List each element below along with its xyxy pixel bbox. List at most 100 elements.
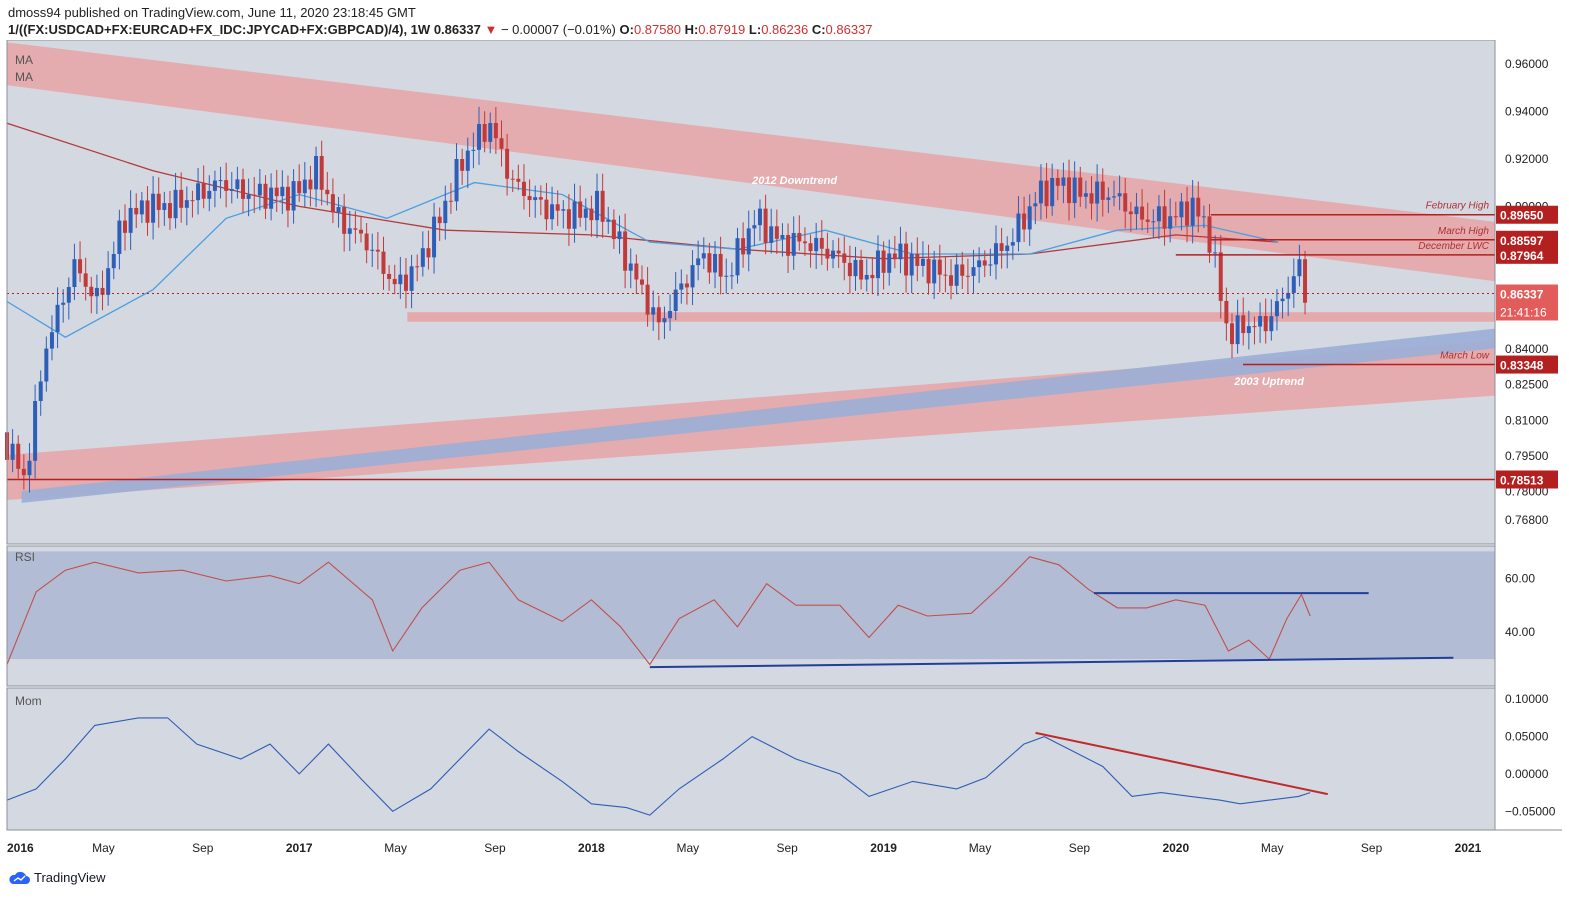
candle-body	[875, 250, 880, 279]
candle-body	[589, 208, 594, 221]
candle-body	[1128, 211, 1133, 215]
candle-body	[926, 258, 931, 284]
candle-body	[741, 238, 746, 255]
candle-body	[134, 207, 139, 215]
candle-body	[212, 180, 217, 191]
candle-body	[16, 443, 21, 469]
time-tick-label: 2016	[7, 841, 34, 855]
bar-countdown: 21:41:16	[1500, 305, 1547, 319]
candle-body	[403, 274, 408, 291]
candle-body	[173, 189, 178, 219]
candle-body	[786, 235, 791, 256]
candle-body	[229, 189, 234, 191]
candle-body	[763, 208, 768, 243]
candle-body	[426, 248, 431, 258]
candle-body	[1044, 180, 1049, 207]
candle-body	[1246, 326, 1251, 334]
candle-body	[218, 180, 223, 182]
tradingview-logo[interactable]: TradingView	[8, 870, 106, 885]
symbol-name[interactable]: 1/((FX:USDCAD+FX:EURCAD+FX_IDC:JPYCAD+FX…	[8, 22, 431, 37]
candle-body	[814, 237, 819, 252]
candle-body	[1269, 316, 1274, 332]
cloud-icon	[9, 871, 30, 884]
candle-body	[381, 251, 386, 274]
candle-body	[44, 348, 49, 382]
candle-body	[1010, 242, 1015, 246]
candle-body	[561, 209, 566, 211]
ma-50-line	[6, 181, 1279, 338]
candle-body	[1072, 177, 1077, 204]
candle-body	[145, 200, 150, 223]
candle-body	[10, 443, 15, 460]
candle-body	[600, 190, 605, 222]
chart-area[interactable]: 0.960000.940000.920000.900000.880000.860…	[0, 40, 1569, 862]
candle-body	[904, 243, 909, 276]
candle-body	[1140, 206, 1145, 220]
price-tick-label: 0.81000	[1505, 413, 1549, 427]
candle-body	[336, 207, 341, 213]
time-tick-label: Sep	[1361, 841, 1383, 855]
candle-body	[1061, 177, 1066, 186]
rsi-band	[7, 551, 1495, 660]
candle-body	[1162, 206, 1167, 229]
time-tick-label: Sep	[484, 841, 506, 855]
rsi-indicator-label: RSI	[15, 550, 35, 564]
candle-body	[499, 138, 504, 149]
level-price-tag	[1496, 230, 1558, 249]
time-tick-label: May	[92, 841, 115, 855]
open-label: O:	[619, 22, 634, 37]
candle-body	[106, 268, 111, 295]
candle-body	[285, 186, 290, 211]
last-price-label: 0.86337	[1500, 287, 1544, 301]
candle-body	[819, 237, 824, 249]
candle-body	[864, 274, 869, 280]
candle-body	[471, 149, 476, 151]
candle-body	[797, 232, 802, 242]
last-price-tag	[1496, 284, 1558, 321]
level-price-tag	[1496, 245, 1558, 264]
candle-body	[606, 219, 611, 222]
low-value: 0.86236	[761, 22, 809, 37]
candle-body	[550, 204, 555, 220]
candle-body	[167, 203, 172, 219]
candle-body	[1100, 181, 1105, 200]
candle-body	[954, 264, 959, 286]
candle-body	[920, 258, 925, 266]
candle-body	[207, 190, 212, 199]
candle-body	[617, 231, 622, 240]
candle-body	[668, 310, 673, 319]
candle-body	[808, 243, 813, 252]
candle-body	[27, 460, 32, 476]
candle-body	[1151, 221, 1156, 223]
candle-body	[724, 275, 729, 277]
candle-body	[33, 401, 38, 461]
candle-body	[802, 241, 807, 244]
candle-body	[347, 228, 352, 234]
candle-body	[246, 194, 251, 199]
time-tick-label: Sep	[1069, 841, 1091, 855]
candle-body	[55, 304, 60, 333]
candle-body	[1055, 177, 1060, 186]
candle-body	[66, 287, 71, 303]
candle-body	[128, 207, 133, 233]
candle-body	[1213, 252, 1218, 254]
low-label: L:	[748, 22, 762, 37]
candle-body	[460, 158, 465, 171]
candle-body	[1286, 292, 1291, 299]
candle-body	[842, 253, 847, 263]
candle-body	[932, 259, 937, 284]
candle-body	[1201, 216, 1206, 218]
candle-body	[1297, 259, 1302, 277]
candle-body	[718, 253, 723, 277]
level-price-label: 0.78513	[1500, 474, 1544, 488]
candle-body	[1229, 323, 1234, 345]
candle-body	[111, 253, 116, 269]
candle-body	[898, 243, 903, 260]
support-zone	[407, 312, 1496, 322]
candle-body	[527, 196, 532, 201]
candle-body	[1274, 301, 1279, 317]
tradingview-wordmark: TradingView	[34, 870, 106, 885]
candle-body	[1224, 300, 1229, 324]
candle-body	[370, 249, 375, 251]
candle-body	[1022, 213, 1027, 230]
